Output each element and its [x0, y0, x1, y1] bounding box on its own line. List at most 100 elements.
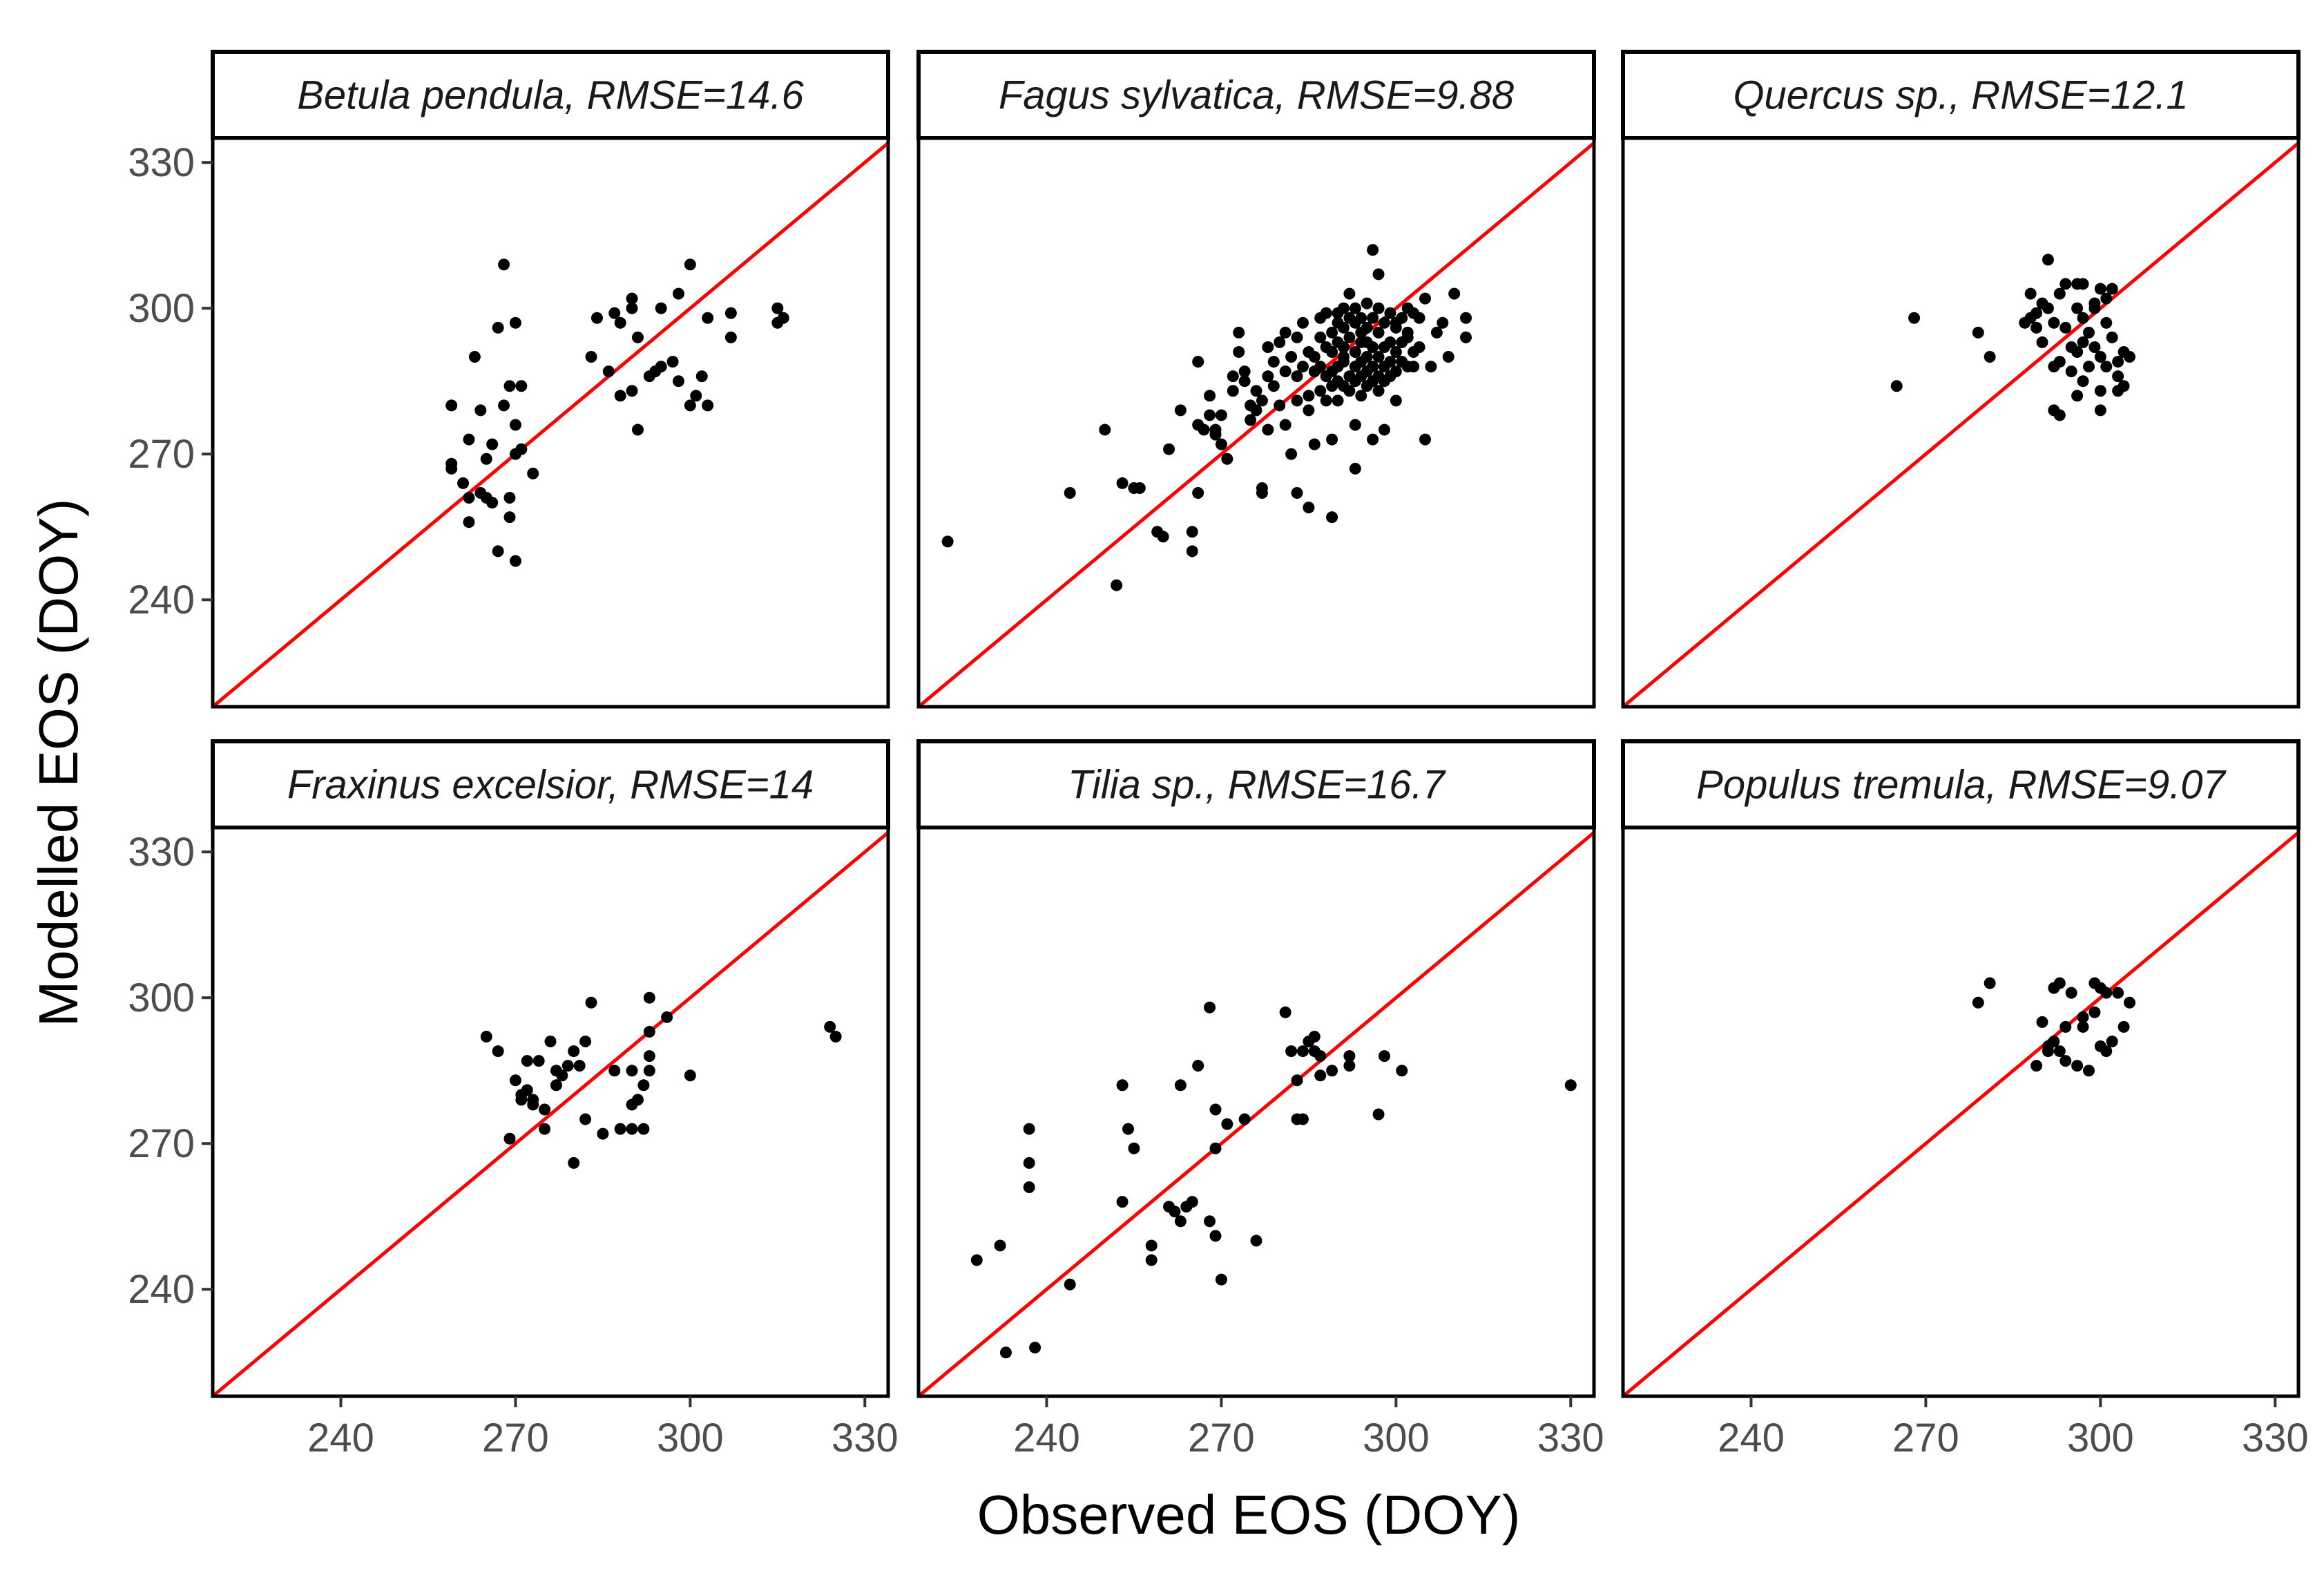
- data-point: [1174, 1215, 1187, 1228]
- data-point: [1372, 302, 1385, 314]
- data-point: [2077, 1020, 2089, 1033]
- data-point: [463, 516, 475, 529]
- data-point: [1564, 1079, 1577, 1092]
- data-point: [2094, 283, 2106, 295]
- data-point: [1133, 482, 1146, 494]
- x-tick-label: 240: [1718, 1416, 1785, 1460]
- data-point: [1099, 423, 1111, 436]
- data-point: [614, 1123, 626, 1135]
- data-point: [1215, 409, 1227, 421]
- data-point: [631, 1094, 644, 1106]
- data-point: [2100, 292, 2113, 305]
- data-point: [1186, 1196, 1198, 1208]
- data-point: [1384, 356, 1396, 368]
- data-point: [1145, 1254, 1158, 1266]
- data-point: [1064, 486, 1076, 499]
- data-point: [1233, 326, 1245, 339]
- data-point: [1343, 1060, 1356, 1072]
- facet-title: Betula pendula, RMSE=14.6: [297, 73, 804, 118]
- one-to-one-line: [919, 830, 1594, 1396]
- data-point: [1064, 1278, 1076, 1291]
- data-point: [1204, 1001, 1216, 1013]
- data-point: [2082, 326, 2095, 339]
- data-point: [1349, 419, 1361, 431]
- data-point: [1378, 316, 1390, 329]
- data-point: [2088, 297, 2101, 310]
- data-point: [626, 1123, 638, 1135]
- data-point: [463, 492, 475, 504]
- data-point: [1267, 356, 1280, 368]
- data-point: [1279, 365, 1291, 378]
- data-point: [544, 1036, 557, 1048]
- data-point: [1296, 361, 1309, 373]
- data-point: [1238, 375, 1251, 388]
- data-point: [1314, 1069, 1327, 1082]
- data-point: [480, 453, 492, 465]
- data-point: [445, 462, 458, 475]
- data-point: [1291, 394, 1303, 407]
- data-point: [2124, 996, 2135, 1009]
- data-point: [474, 404, 487, 417]
- data-point: [445, 399, 458, 412]
- data-point: [1308, 351, 1321, 363]
- data-point: [1908, 312, 1921, 324]
- data-point: [643, 1025, 655, 1038]
- data-point: [1355, 390, 1367, 402]
- x-axis-title: Observed EOS (DOY): [977, 1484, 1521, 1545]
- data-point: [1384, 336, 1396, 348]
- data-point: [771, 316, 784, 329]
- data-point: [1326, 346, 1338, 359]
- data-point: [527, 1098, 539, 1111]
- data-point: [1186, 526, 1198, 538]
- data-point: [661, 1011, 673, 1023]
- facet-title: Fagus sylvatica, RMSE=9.88: [999, 73, 1514, 118]
- y-tick-label: 270: [128, 1121, 195, 1166]
- data-point: [1372, 326, 1385, 339]
- data-point: [1372, 351, 1385, 363]
- data-point: [1372, 1108, 1385, 1121]
- data-point: [631, 331, 644, 343]
- data-point: [579, 1113, 592, 1125]
- data-point: [614, 390, 626, 402]
- data-point: [1367, 312, 1379, 324]
- data-point: [1367, 361, 1379, 373]
- data-point: [1343, 287, 1356, 300]
- one-to-one-line: [919, 140, 1594, 707]
- data-point: [1390, 394, 1402, 407]
- data-point: [527, 467, 539, 479]
- y-tick-label: 240: [128, 578, 195, 622]
- data-point: [1349, 346, 1361, 359]
- data-point: [602, 365, 615, 378]
- facet-panels: Betula pendula, RMSE=14.6 Fagus sylvatica…: [211, 50, 2301, 1398]
- data-point: [2030, 1060, 2043, 1072]
- data-point: [2094, 404, 2106, 417]
- data-point: [2071, 390, 2084, 402]
- data-point: [503, 511, 516, 524]
- data-point: [1192, 486, 1204, 499]
- data-point: [1279, 326, 1291, 339]
- axes-labels: 240 270 300 330 240 270 300 330 240 270 300 330 240 2…: [128, 140, 2308, 1460]
- data-point: [509, 1074, 521, 1087]
- data-point: [2082, 1065, 2095, 1077]
- data-point: [2036, 336, 2048, 348]
- data-point: [626, 302, 638, 314]
- data-point: [2048, 316, 2060, 329]
- data-point: [1326, 433, 1338, 446]
- data-point: [1116, 1196, 1129, 1208]
- x-tick-label: 240: [1013, 1416, 1080, 1460]
- data-point: [1332, 394, 1344, 407]
- data-point: [999, 1346, 1012, 1359]
- data-point: [2106, 331, 2118, 343]
- data-point: [509, 555, 521, 567]
- data-point: [1238, 365, 1251, 378]
- data-point: [695, 370, 708, 383]
- data-point: [2036, 1016, 2048, 1028]
- data-point: [1250, 385, 1262, 397]
- data-point: [2042, 302, 2054, 314]
- data-point: [1145, 1239, 1158, 1252]
- data-point: [824, 1020, 836, 1033]
- facet-panel: Populus tremula, RMSE=9.07: [1621, 739, 2301, 1398]
- data-point: [486, 438, 499, 450]
- data-point: [1174, 1079, 1187, 1092]
- facet-title: Populus tremula, RMSE=9.07: [1696, 763, 2227, 808]
